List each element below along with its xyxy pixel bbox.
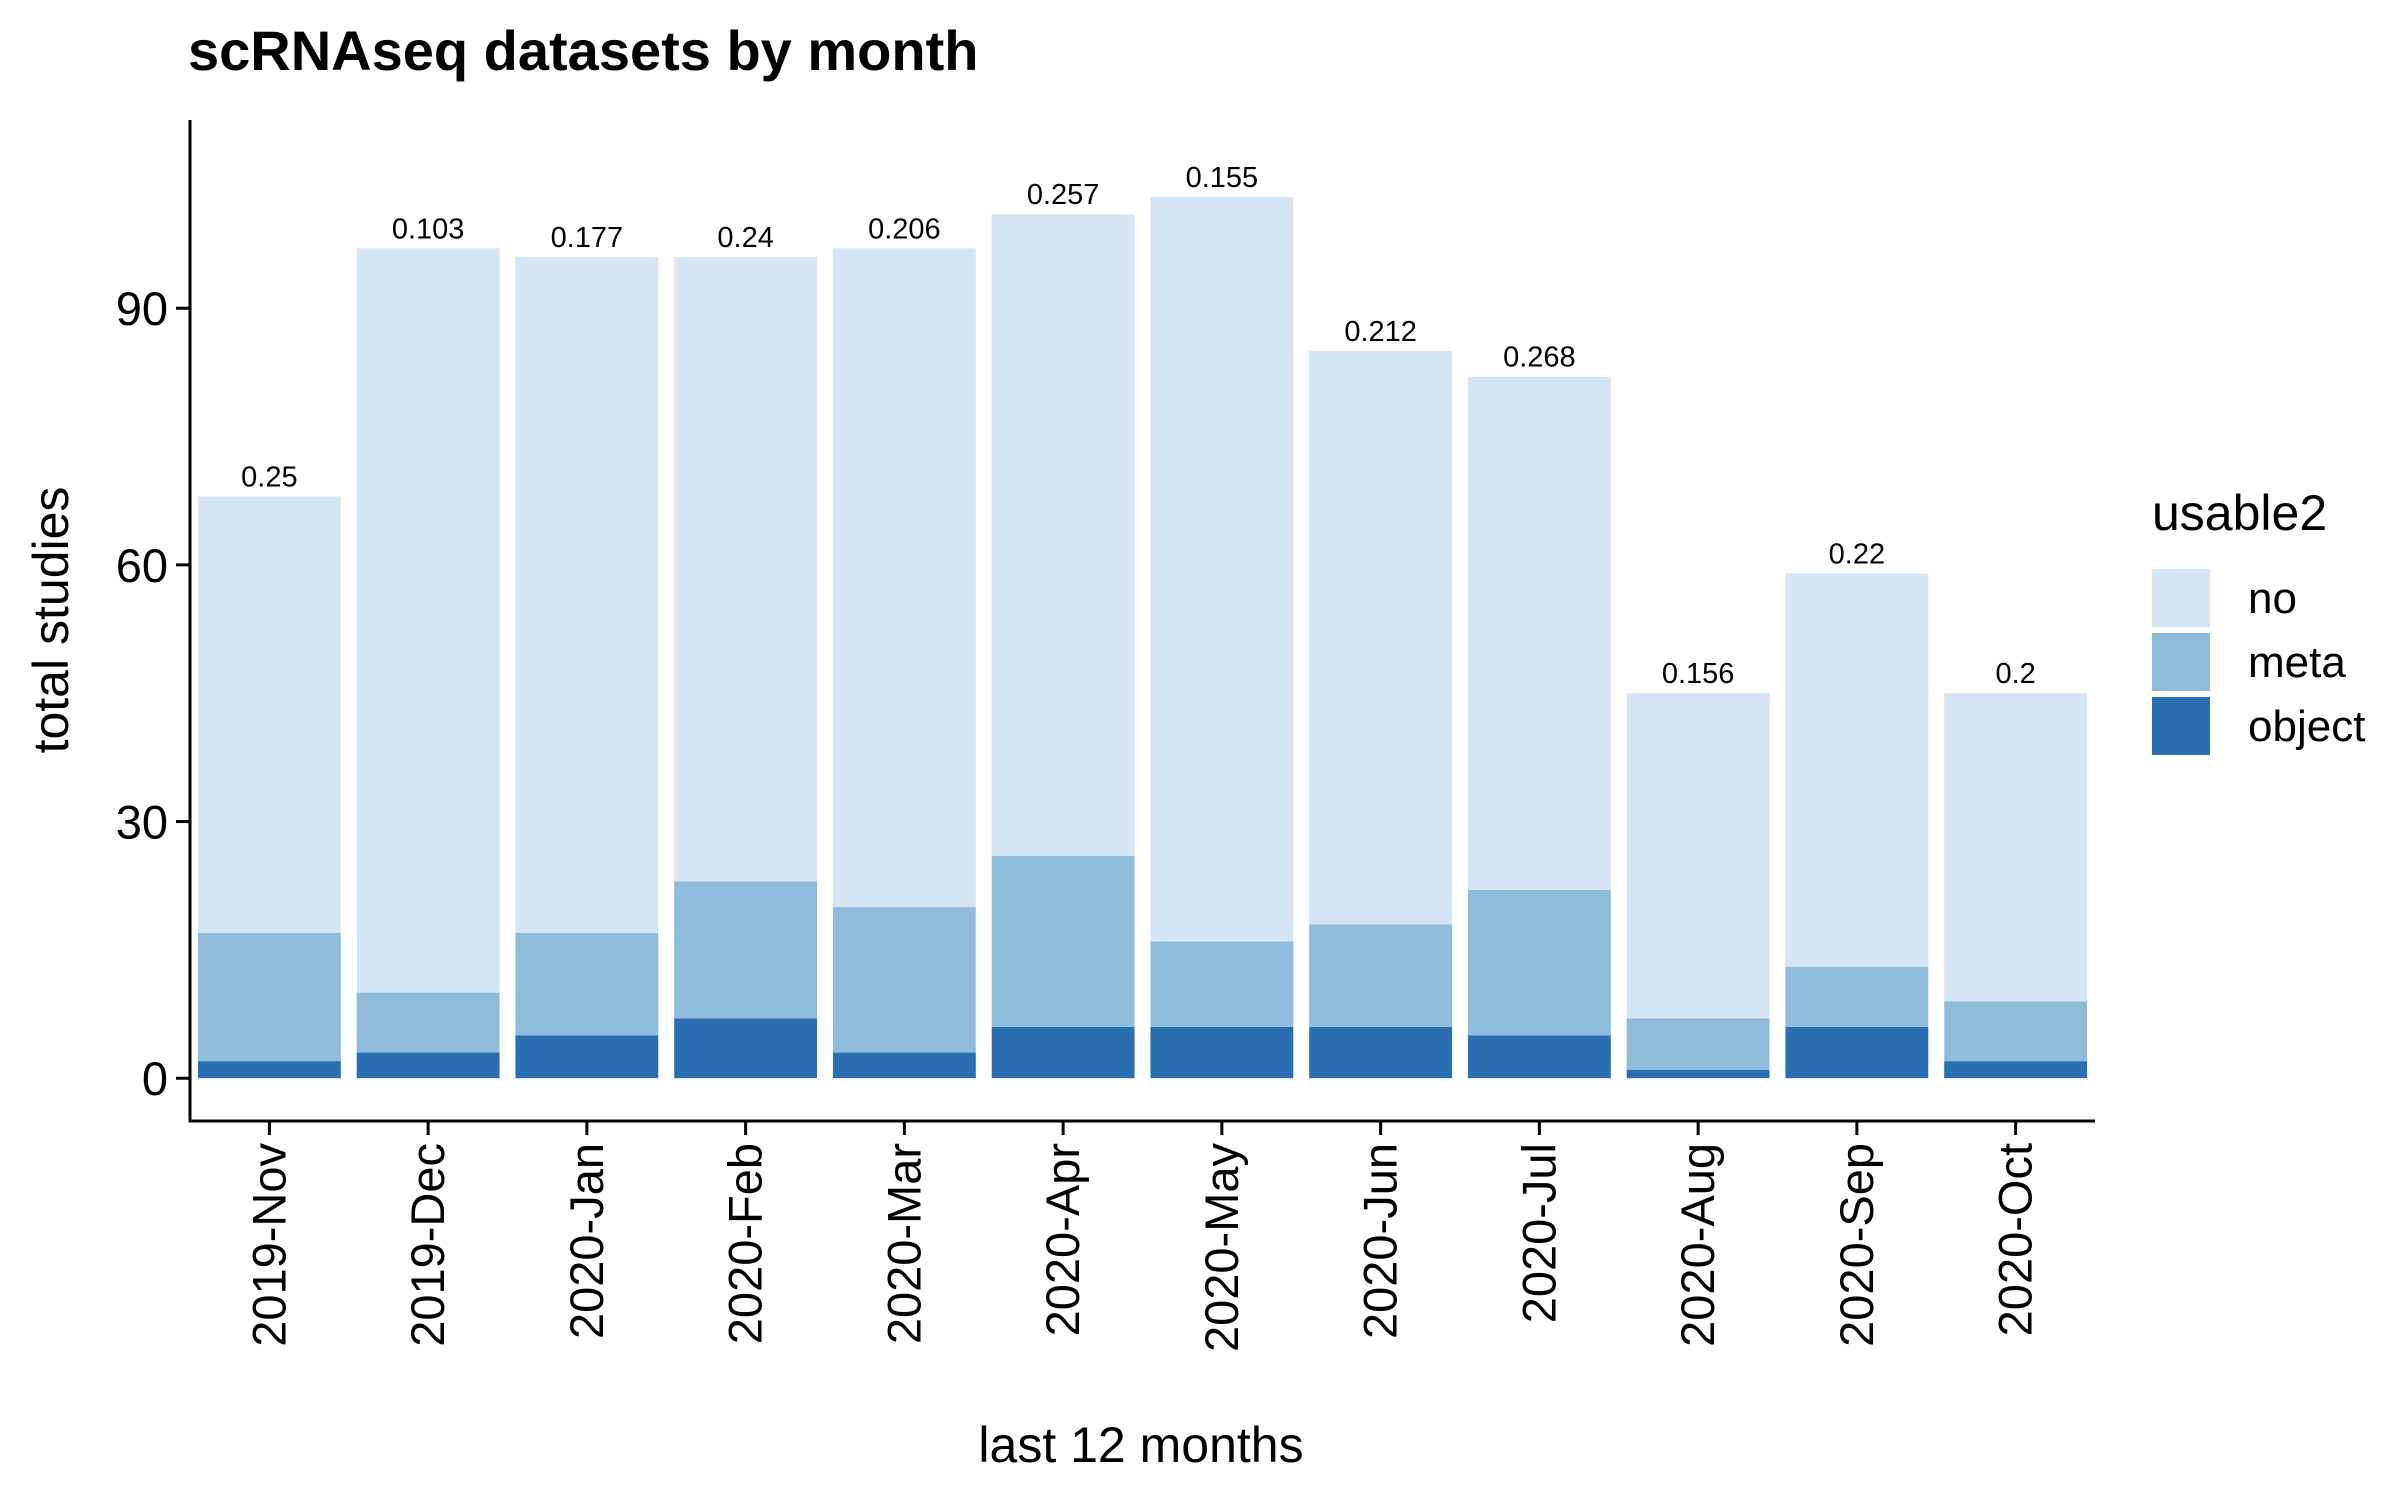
bar-meta-2020-Jun	[1309, 924, 1453, 1027]
bar-meta-2020-Aug	[1626, 1018, 1770, 1070]
bar-value-label: 0.268	[1503, 342, 1576, 374]
bar-object-2020-Mar	[832, 1052, 976, 1079]
x-tick-label: 2020-May	[1195, 1143, 1248, 1352]
bar-value-label: 0.25	[241, 461, 297, 493]
bar-value-label: 0.177	[551, 222, 624, 254]
chart-title: scRNAseq datasets by month	[188, 19, 979, 82]
bar-value-label: 0.2	[1995, 658, 2035, 690]
bar-no-2020-Jan	[515, 256, 659, 933]
legend-key-meta	[2152, 633, 2210, 691]
bar-no-2019-Dec	[356, 248, 500, 993]
legend-title: usable2	[2152, 485, 2327, 541]
bar-value-label: 0.103	[392, 213, 465, 245]
x-tick-label: 2020-Apr	[1036, 1143, 1089, 1336]
bar-object-2020-Apr	[991, 1026, 1135, 1079]
bar-object-2019-Nov	[197, 1061, 341, 1079]
bar-no-2019-Nov	[197, 496, 341, 933]
bar-object-2020-May	[1150, 1026, 1294, 1079]
bar-object-2020-Jan	[515, 1035, 659, 1079]
legend-key-no	[2152, 569, 2210, 627]
bar-value-label: 0.155	[1186, 162, 1259, 194]
bar-value-label: 0.156	[1662, 658, 1735, 690]
bar-no-2020-May	[1150, 197, 1294, 942]
legend-label-meta: meta	[2248, 638, 2346, 687]
legend: usable2 no meta object	[2152, 485, 2365, 755]
bar-meta-2020-Jul	[1467, 890, 1611, 1036]
bar-no-2020-Oct	[1944, 693, 2088, 1002]
x-tick-label: 2020-Jul	[1512, 1143, 1565, 1323]
bar-meta-2020-Jan	[515, 932, 659, 1036]
bar-object-2019-Dec	[356, 1052, 500, 1079]
bar-object-2020-Sep	[1785, 1026, 1929, 1079]
bar-object-2020-Oct	[1944, 1061, 2088, 1079]
x-tick-label: 2019-Nov	[242, 1143, 295, 1347]
bar-no-2020-Jun	[1309, 351, 1453, 925]
y-tick-label: 60	[116, 539, 168, 592]
bar-no-2020-Apr	[991, 214, 1135, 856]
bar-no-2020-Mar	[832, 248, 976, 908]
bar-value-label: 0.24	[717, 222, 773, 254]
bar-meta-2020-Oct	[1944, 1001, 2088, 1062]
legend-key-object	[2152, 697, 2210, 755]
bar-object-2020-Feb	[674, 1018, 818, 1079]
x-ticks-layer: 2019-Nov 2019-Dec 2020-Jan 2020-Feb 2020-Mar…	[242, 1121, 2042, 1352]
x-tick-label: 2020-Jun	[1354, 1143, 1407, 1339]
y-tick-label: 0	[142, 1052, 168, 1105]
bar-no-2020-Sep	[1785, 573, 1929, 967]
y-axis-title: total studies	[23, 487, 79, 754]
bar-value-label: 0.206	[868, 213, 941, 245]
bar-value-label: 0.257	[1027, 179, 1100, 211]
bar-no-2020-Feb	[674, 256, 818, 882]
y-tick-label: 30	[116, 796, 168, 849]
x-tick-label: 2020-Feb	[719, 1143, 772, 1344]
bar-value-label: 0.212	[1344, 316, 1417, 348]
legend-label-no: no	[2248, 574, 2297, 623]
x-tick-label: 2020-Aug	[1671, 1143, 1724, 1347]
legend-label-object: object	[2248, 702, 2365, 751]
y-tick-label: 90	[116, 282, 168, 335]
bar-meta-2020-Sep	[1785, 967, 1929, 1027]
bar-meta-2019-Dec	[356, 992, 500, 1053]
bar-no-2020-Aug	[1626, 693, 1770, 1019]
bar-meta-2020-Feb	[674, 881, 818, 1019]
bar-object-2020-Jun	[1309, 1026, 1453, 1079]
bar-meta-2020-May	[1150, 941, 1294, 1027]
x-tick-label: 2020-Mar	[877, 1143, 930, 1344]
x-tick-label: 2020-Jan	[560, 1143, 613, 1339]
bar-object-2020-Jul	[1467, 1035, 1611, 1079]
x-tick-label: 2020-Oct	[1989, 1143, 2042, 1336]
bar-labels-layer: 0.25 0.103 0.177 0.24 0.206 0.257 0.155 0.212 0.…	[241, 162, 2036, 690]
bar-meta-2019-Nov	[197, 932, 341, 1062]
bar-no-2020-Jul	[1467, 376, 1611, 891]
bar-object-2020-Aug	[1626, 1069, 1770, 1079]
bar-meta-2020-Apr	[991, 855, 1135, 1027]
y-ticks-layer: 0 30 60 90	[116, 282, 190, 1105]
bar-value-label: 0.22	[1829, 538, 1885, 570]
bars-layer	[197, 197, 2088, 1079]
bar-meta-2020-Mar	[832, 907, 976, 1053]
x-tick-label: 2020-Sep	[1830, 1143, 1883, 1347]
x-axis-title: last 12 months	[978, 1417, 1303, 1473]
x-tick-label: 2019-Dec	[401, 1143, 454, 1347]
